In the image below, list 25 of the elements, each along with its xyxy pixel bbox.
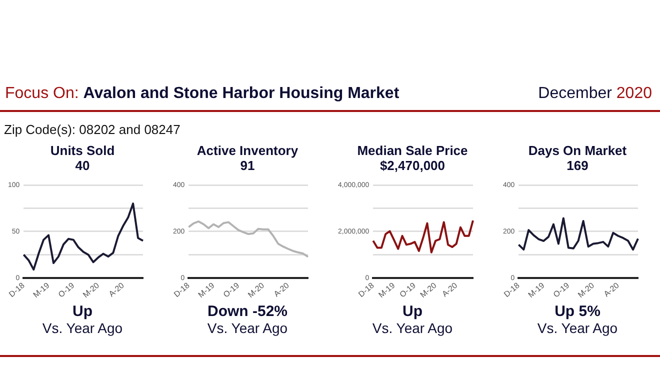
text: Up 5% <box>554 303 602 320</box>
x-tick-label: O-19 <box>398 280 418 300</box>
chart-subtitle: 91 <box>239 158 256 173</box>
text: Vs. Year Ago <box>536 320 619 337</box>
chart-title: Units Sold <box>49 143 116 158</box>
x-tick-label: O-19 <box>552 280 572 300</box>
text: Up <box>402 303 424 320</box>
text: Vs. Year Ago <box>41 320 124 337</box>
text: Up <box>72 303 94 320</box>
chart-subtitle: $2,470,000 <box>378 158 446 173</box>
text: Vs. Year Ago <box>371 320 454 337</box>
text: Zip Code(s): 08202 and 08247 <box>4 122 180 137</box>
chart-subtitle: 169 <box>566 158 590 173</box>
text: Avalon and Stone Harbor Housing Market <box>83 85 400 102</box>
chart-subtitle: 40 <box>74 158 91 173</box>
text: December <box>538 85 612 102</box>
x-tick-label: O-19 <box>56 280 77 300</box>
chart-title: Days On Market <box>527 143 628 158</box>
text: Focus On: <box>5 85 79 102</box>
chart-title: Active Inventory <box>196 143 300 158</box>
text: Down -52% <box>206 303 288 320</box>
text: 2020 <box>616 85 652 102</box>
x-tick-label: O-19 <box>222 280 242 300</box>
text: Vs. Year Ago <box>206 320 289 337</box>
chart-title: Median Sale Price <box>356 143 469 158</box>
